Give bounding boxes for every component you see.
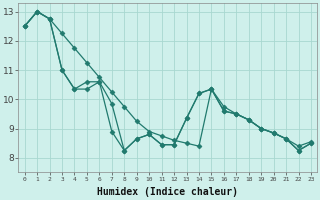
X-axis label: Humidex (Indice chaleur): Humidex (Indice chaleur) xyxy=(97,187,238,197)
